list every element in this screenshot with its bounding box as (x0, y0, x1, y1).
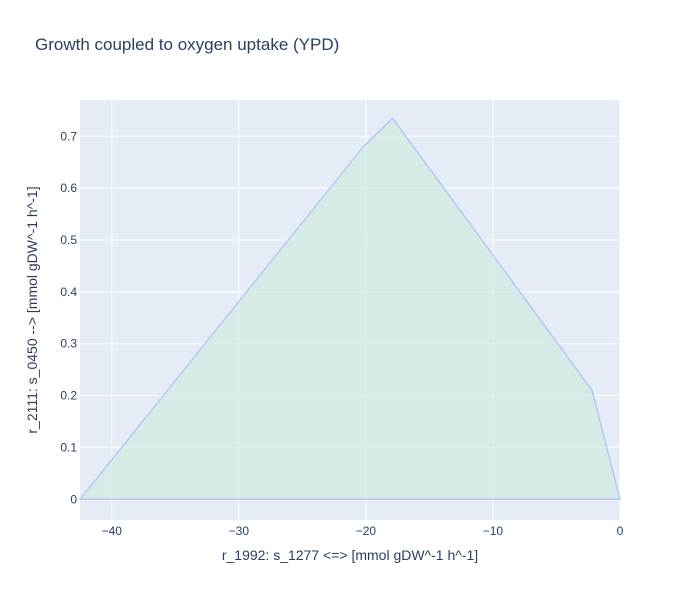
y-tick-label: 0.7 (60, 129, 77, 143)
x-tick-label: −10 (483, 524, 504, 538)
x-axis: −40 −30 −20 −10 0 (102, 524, 624, 538)
feasible-region-area (79, 117, 621, 501)
x-tick-label: −30 (229, 524, 250, 538)
y-tick-label: 0 (70, 492, 77, 506)
y-tick-label: 0.4 (60, 285, 77, 299)
data-layer (79, 117, 621, 501)
y-tick-label: 0.2 (60, 389, 77, 403)
y-tick-label: 0.1 (60, 440, 77, 454)
y-tick-label: 0.3 (60, 337, 77, 351)
chart-title: Growth coupled to oxygen uptake (YPD) (35, 35, 339, 54)
x-axis-title: r_1992: s_1277 <=> [mmol gDW^-1 h^-1] (222, 547, 478, 563)
x-tick-label: 0 (617, 524, 624, 538)
y-axis: 0 0.1 0.2 0.3 0.4 0.5 0.6 0.7 (60, 129, 77, 506)
x-tick-label: −20 (356, 524, 377, 538)
y-tick-label: 0.5 (60, 233, 77, 247)
x-tick-label: −40 (102, 524, 123, 538)
y-tick-label: 0.6 (60, 181, 77, 195)
y-axis-title: r_2111: s_0450 --> [mmol gDW^-1 h^-1] (24, 186, 40, 433)
